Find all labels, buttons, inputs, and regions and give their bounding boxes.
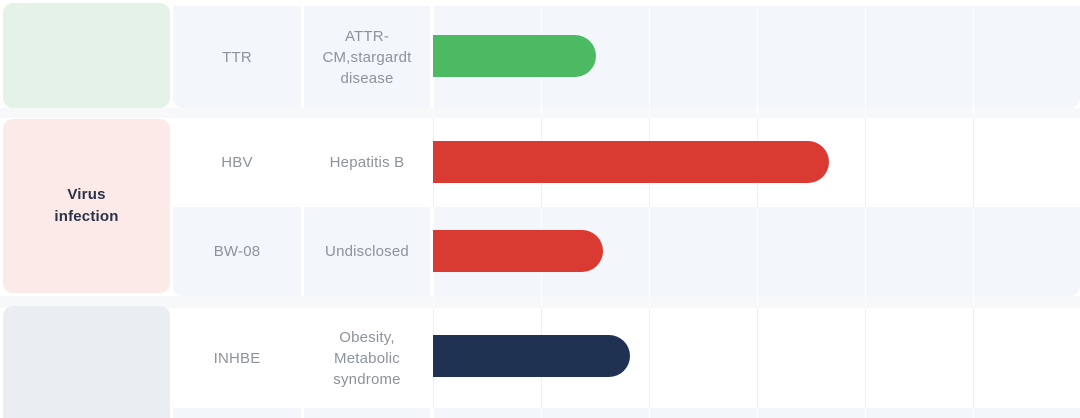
indication-cell-bw08: Undisclosed: [304, 207, 430, 296]
category-cell-green-cropped: [3, 3, 170, 108]
indication-cell-hbv: Hepatitis B: [304, 118, 430, 207]
timeline-cell-inhbe: [433, 308, 1080, 408]
cropped-target-cell: [173, 408, 301, 418]
pipeline-bar-hbv: [433, 141, 829, 183]
category-cell-gray-cropped: [3, 306, 170, 418]
table-row-ttr: TTR ATTR-CM,stargardt disease: [0, 6, 1080, 108]
cropped-indication-cell: [304, 408, 430, 418]
cropped-row-top-gridlines: [433, 0, 1080, 6]
timeline-cell-bw08: [433, 207, 1080, 296]
timeline-cell-hbv: [433, 118, 1080, 207]
category-cell-virus-infection: Virus infection: [3, 119, 170, 293]
separator-gridlines: [433, 108, 1080, 118]
table-row-inhbe: INHBE Obesity, Metabolic syndrome: [0, 308, 1080, 408]
category-label: Virus infection: [54, 186, 119, 225]
pipeline-bar-inhbe: [433, 335, 630, 377]
table-row-hbv: HBV Hepatitis B: [0, 118, 1080, 207]
target-cell-ttr: TTR: [173, 6, 301, 108]
cropped-row-bottom: [0, 408, 1080, 418]
target-cell-bw08: BW-08: [173, 207, 301, 296]
cropped-timeline-cell: [433, 408, 1080, 418]
group-separator: [0, 108, 1080, 118]
timeline-cell-ttr: [433, 6, 1080, 108]
target-cell-hbv: HBV: [173, 118, 301, 207]
group-separator: [0, 296, 1080, 308]
pipeline-bar-bw08: [433, 230, 603, 272]
target-cell-inhbe: INHBE: [173, 308, 301, 408]
indication-cell-inhbe: Obesity, Metabolic syndrome: [304, 308, 430, 408]
table-row-bw08: BW-08 Undisclosed: [0, 207, 1080, 296]
separator-gridlines: [433, 296, 1080, 308]
pipeline-bar-ttr: [433, 35, 596, 77]
indication-cell-ttr: ATTR-CM,stargardt disease: [304, 6, 430, 108]
